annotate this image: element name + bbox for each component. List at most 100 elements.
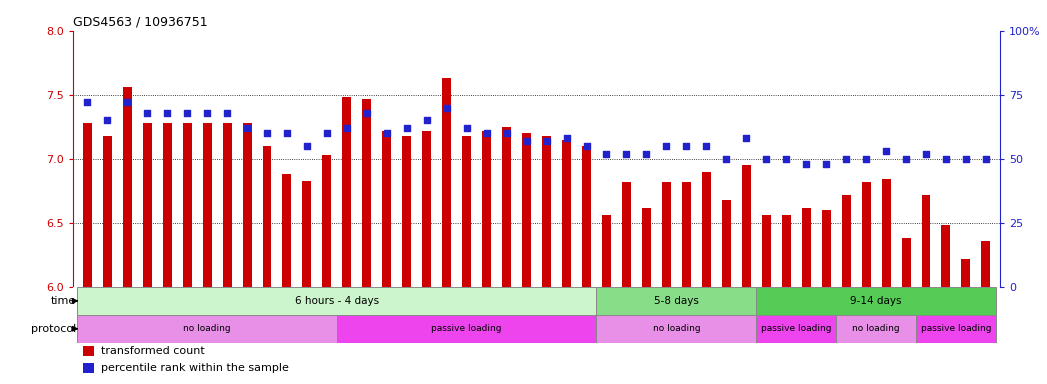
Point (877, 148, 894, 154)
Point (98, 118, 115, 124)
Bar (462, 136, 471, 287)
Bar (622, 182, 631, 287)
Text: no loading: no loading (183, 324, 231, 333)
Bar (483, 131, 491, 287)
Point (978, 156, 995, 162)
Bar (243, 123, 251, 287)
Bar (362, 99, 372, 287)
Point (219, 110, 236, 116)
Bar (597, 287, 756, 315)
Bar (802, 207, 810, 287)
Point (298, 143, 315, 149)
Text: passive loading: passive loading (920, 324, 992, 333)
Point (338, 125, 355, 131)
Bar (602, 215, 611, 287)
Point (738, 135, 755, 141)
Text: passive loading: passive loading (761, 324, 831, 333)
Point (897, 156, 914, 162)
Bar (562, 140, 571, 287)
Bar (642, 207, 651, 287)
Point (578, 143, 595, 149)
Bar (83, 346, 93, 356)
Point (917, 151, 934, 157)
Bar (822, 210, 830, 287)
Bar (202, 123, 211, 287)
Point (159, 110, 176, 116)
Bar (597, 315, 756, 343)
Bar (442, 78, 451, 287)
Point (638, 151, 654, 157)
Bar (662, 182, 671, 287)
Bar (402, 136, 411, 287)
Bar (83, 363, 93, 373)
Bar (182, 123, 192, 287)
Bar (862, 182, 871, 287)
Point (698, 143, 715, 149)
Point (279, 130, 295, 136)
Point (958, 156, 975, 162)
Bar (303, 180, 311, 287)
Bar (782, 215, 790, 287)
Point (857, 156, 874, 162)
Text: 6 hours - 4 days: 6 hours - 4 days (295, 296, 379, 306)
Point (598, 151, 615, 157)
Bar (882, 179, 891, 287)
Point (378, 130, 395, 136)
Bar (382, 131, 392, 287)
Text: no loading: no loading (652, 324, 700, 333)
Bar (503, 127, 511, 287)
Point (718, 156, 735, 162)
Point (498, 130, 515, 136)
Point (798, 161, 815, 167)
Text: no loading: no loading (852, 324, 899, 333)
Bar (337, 315, 597, 343)
Bar (682, 182, 691, 287)
Text: 5-8 days: 5-8 days (654, 296, 698, 306)
Point (658, 143, 674, 149)
Bar (162, 123, 172, 287)
Point (538, 138, 555, 144)
Point (818, 161, 834, 167)
Point (358, 110, 375, 116)
Bar (701, 172, 711, 287)
Bar (142, 123, 152, 287)
Bar (941, 225, 951, 287)
Point (239, 125, 255, 131)
Bar (223, 123, 231, 287)
Point (478, 130, 495, 136)
Text: 9-14 days: 9-14 days (850, 296, 901, 306)
Point (678, 143, 695, 149)
Point (79, 99, 95, 106)
Text: percentile rank within the sample: percentile rank within the sample (102, 363, 289, 373)
Point (558, 135, 575, 141)
Text: passive loading: passive loading (431, 324, 502, 333)
Point (318, 130, 335, 136)
Bar (741, 165, 751, 287)
Text: GDS4563 / 10936751: GDS4563 / 10936751 (73, 15, 208, 28)
Bar (263, 146, 271, 287)
Bar (522, 133, 531, 287)
Text: protocol: protocol (31, 324, 76, 334)
Text: time: time (51, 296, 76, 306)
Bar (762, 215, 771, 287)
Bar (103, 136, 112, 287)
Point (139, 110, 156, 116)
Bar (721, 200, 731, 287)
Point (259, 130, 275, 136)
Bar (83, 123, 92, 287)
Point (938, 156, 955, 162)
Bar (283, 174, 291, 287)
Point (459, 125, 475, 131)
Point (118, 99, 135, 106)
Bar (837, 315, 916, 343)
Bar (916, 315, 996, 343)
Point (199, 110, 216, 116)
Bar (582, 146, 591, 287)
Bar (77, 315, 337, 343)
Bar (77, 287, 597, 315)
Bar (921, 195, 931, 287)
Point (399, 125, 416, 131)
Point (179, 110, 196, 116)
Point (618, 151, 634, 157)
Point (419, 118, 436, 124)
